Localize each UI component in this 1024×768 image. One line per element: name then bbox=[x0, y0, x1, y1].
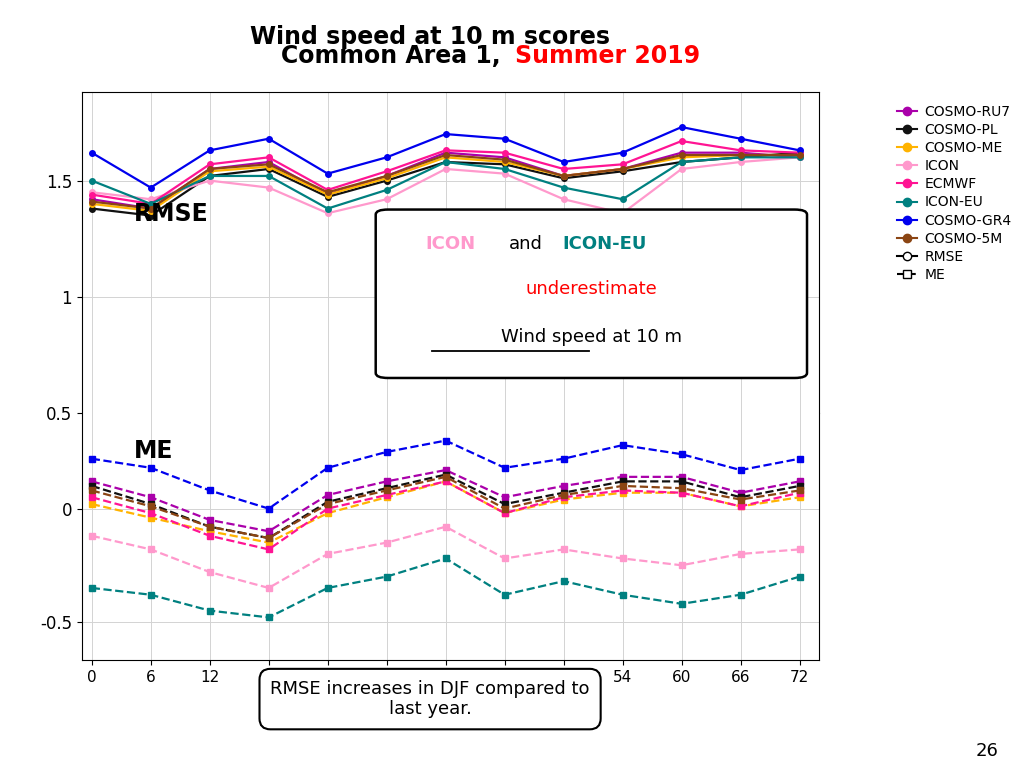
Legend: COSMO-RU7, COSMO-PL, COSMO-ME, ICON, ECMWF, ICON-EU, COSMO-GR4, COSMO-5M, RMSE, : COSMO-RU7, COSMO-PL, COSMO-ME, ICON, ECM… bbox=[891, 99, 1017, 288]
Text: RMSE increases in DJF compared to
last year.: RMSE increases in DJF compared to last y… bbox=[270, 680, 590, 719]
FancyBboxPatch shape bbox=[376, 210, 807, 378]
Text: underestimate: underestimate bbox=[525, 280, 657, 298]
Text: Wind speed at 10 m scores: Wind speed at 10 m scores bbox=[250, 25, 610, 48]
Text: and: and bbox=[508, 235, 543, 253]
Text: ICON: ICON bbox=[426, 235, 475, 253]
X-axis label: lead time: lead time bbox=[412, 690, 489, 709]
Text: ICON-EU: ICON-EU bbox=[562, 235, 647, 253]
Text: RMSE: RMSE bbox=[133, 202, 208, 226]
Text: ME: ME bbox=[133, 439, 173, 463]
Text: Common Area 1,: Common Area 1, bbox=[281, 44, 509, 68]
Text: Summer 2019: Summer 2019 bbox=[515, 44, 700, 68]
Text: Wind speed at 10 m: Wind speed at 10 m bbox=[501, 328, 682, 346]
Text: 26: 26 bbox=[976, 743, 998, 760]
